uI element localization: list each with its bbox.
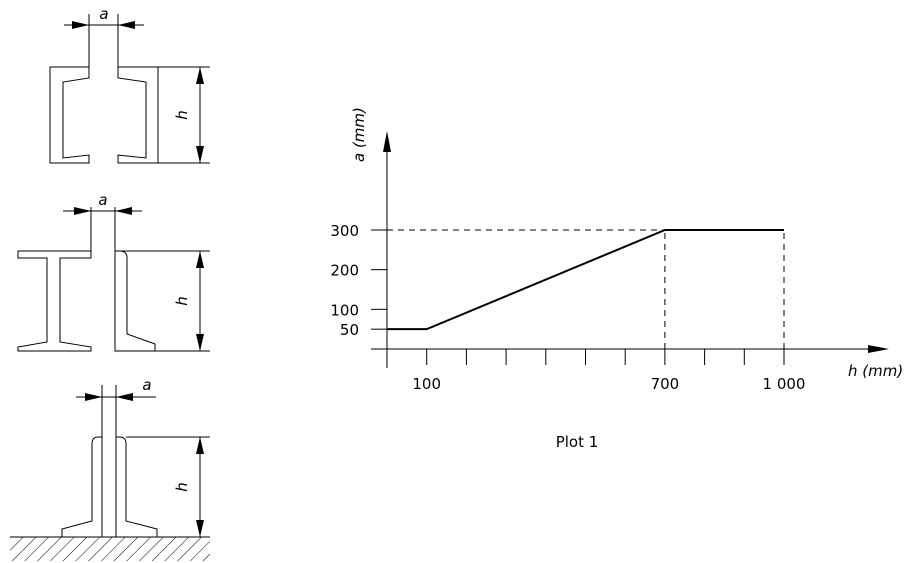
x-tick-labels: 100 700 1 000 bbox=[412, 375, 805, 393]
x-ticks bbox=[426, 349, 785, 365]
channel-h-dimension bbox=[196, 67, 204, 163]
series-line bbox=[387, 229, 784, 331]
y-axis-arrow bbox=[383, 131, 391, 152]
y-tick-labels: 50 100 200 300 bbox=[330, 222, 359, 339]
tee-right-profile bbox=[115, 385, 158, 538]
series-group bbox=[386, 229, 785, 331]
x-axis-label: h (mm) bbox=[848, 362, 903, 380]
ibeam-h-label: h bbox=[173, 296, 191, 306]
x-tick-label: 100 bbox=[412, 375, 441, 393]
channel-a-dimension bbox=[64, 21, 144, 29]
channel-right-profile bbox=[117, 14, 159, 164]
channel-a-label: a bbox=[99, 5, 108, 23]
channel-h-label: h bbox=[173, 110, 191, 120]
tee-a-label: a bbox=[142, 376, 151, 394]
ibeam-figure: h a bbox=[17, 191, 210, 352]
y-ticks bbox=[371, 229, 387, 330]
x-tick-label: 700 bbox=[651, 375, 680, 393]
ibeam-h-dimension bbox=[196, 251, 204, 351]
ground-hatch bbox=[10, 536, 210, 561]
ibeam-profile bbox=[17, 250, 92, 352]
channel-left-profile bbox=[49, 14, 90, 164]
ibeam-a-dimension bbox=[63, 207, 142, 215]
plot-caption: Plot 1 bbox=[556, 433, 599, 451]
x-axis-arrow bbox=[868, 345, 889, 353]
y-tick-label: 300 bbox=[330, 222, 359, 240]
rail-profile bbox=[114, 250, 156, 352]
ibeam-a-label: a bbox=[98, 191, 107, 209]
tee-a-dimension bbox=[76, 393, 156, 401]
plot-1: 100 700 1 000 50 100 200 300 a (mm) h (mm) Pl… bbox=[330, 107, 903, 451]
y-tick-label: 50 bbox=[340, 321, 359, 339]
y-tick-label: 200 bbox=[330, 262, 359, 280]
channel-figure: h a bbox=[49, 5, 210, 164]
y-tick-label: 100 bbox=[330, 301, 359, 319]
tee-h-dimension bbox=[196, 437, 204, 537]
y-axis-label: a (mm) bbox=[350, 107, 368, 162]
tee-figure: h a bbox=[10, 376, 210, 561]
tee-h-label: h bbox=[173, 482, 191, 492]
reference-lines bbox=[387, 229, 785, 349]
x-tick-label: 1 000 bbox=[763, 375, 806, 393]
tee-left-profile bbox=[61, 385, 103, 538]
